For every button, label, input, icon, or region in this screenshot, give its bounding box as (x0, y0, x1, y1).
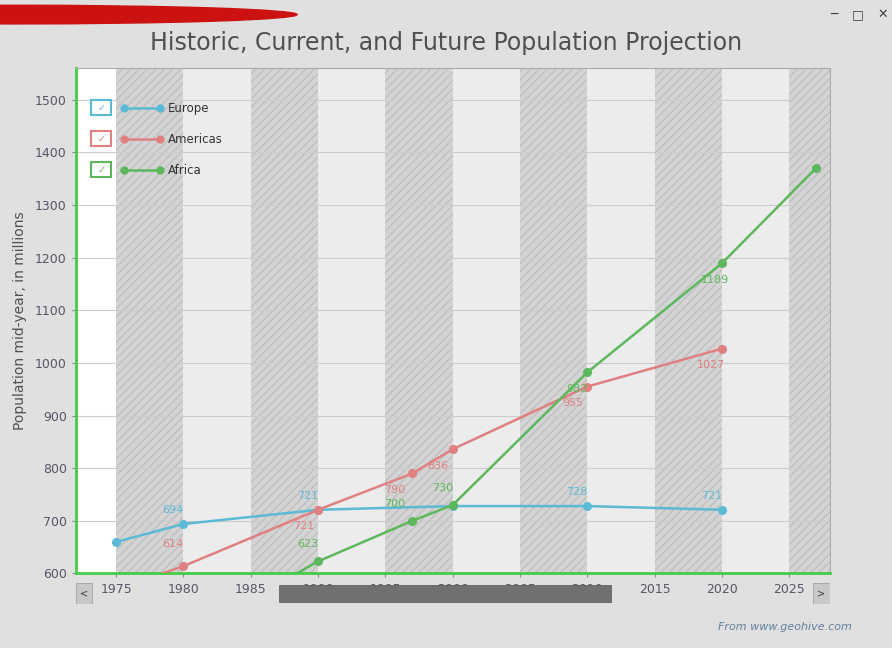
Text: <: < (80, 588, 88, 599)
Bar (813, 583, 830, 604)
Text: ✓: ✓ (97, 134, 105, 144)
Bar (655, 68, 722, 573)
Text: Europe: Europe (168, 102, 209, 115)
Text: ─: ─ (830, 8, 838, 21)
Text: ✓: ✓ (97, 165, 105, 175)
Bar (520, 68, 587, 573)
Text: 728: 728 (566, 487, 588, 497)
Circle shape (0, 5, 297, 24)
Text: Americas: Americas (168, 133, 222, 146)
Text: >: > (817, 588, 825, 599)
Text: 730: 730 (432, 483, 453, 493)
Text: 700: 700 (384, 499, 406, 509)
FancyBboxPatch shape (91, 163, 112, 178)
Y-axis label: Population mid-year, in millions: Population mid-year, in millions (12, 211, 27, 430)
Text: 836: 836 (427, 461, 449, 470)
Bar (76, 583, 93, 604)
Text: 623: 623 (297, 540, 318, 550)
Bar (251, 68, 318, 573)
FancyBboxPatch shape (91, 100, 112, 115)
Text: 1027: 1027 (697, 360, 725, 370)
Bar (184, 68, 251, 573)
Text: 721: 721 (293, 521, 314, 531)
Text: From www.geohive.com: From www.geohive.com (718, 622, 852, 632)
Bar (279, 585, 611, 602)
Text: 982: 982 (566, 384, 588, 394)
Text: 790: 790 (384, 485, 406, 495)
Bar (587, 68, 655, 573)
Text: ✕: ✕ (877, 8, 888, 21)
Text: Historic, Current, and Future Population Projection: Historic, Current, and Future Population… (150, 31, 742, 55)
Bar (722, 68, 789, 573)
Bar (789, 68, 830, 573)
FancyBboxPatch shape (91, 132, 112, 146)
Text: 721: 721 (701, 491, 723, 501)
Bar (385, 68, 452, 573)
Bar (116, 68, 184, 573)
Text: 955: 955 (562, 398, 583, 408)
Text: □: □ (852, 8, 864, 21)
Bar (452, 68, 520, 573)
Text: 614: 614 (162, 538, 184, 549)
Text: 721: 721 (297, 491, 318, 501)
Text: Africa: Africa (168, 164, 202, 177)
Text: 694: 694 (162, 505, 184, 515)
Text: 1189: 1189 (701, 275, 730, 285)
Text: ✓: ✓ (97, 103, 105, 113)
Bar (318, 68, 385, 573)
Text: VCL Charts: Line View Tutorial: VCL Charts: Line View Tutorial (22, 8, 200, 21)
